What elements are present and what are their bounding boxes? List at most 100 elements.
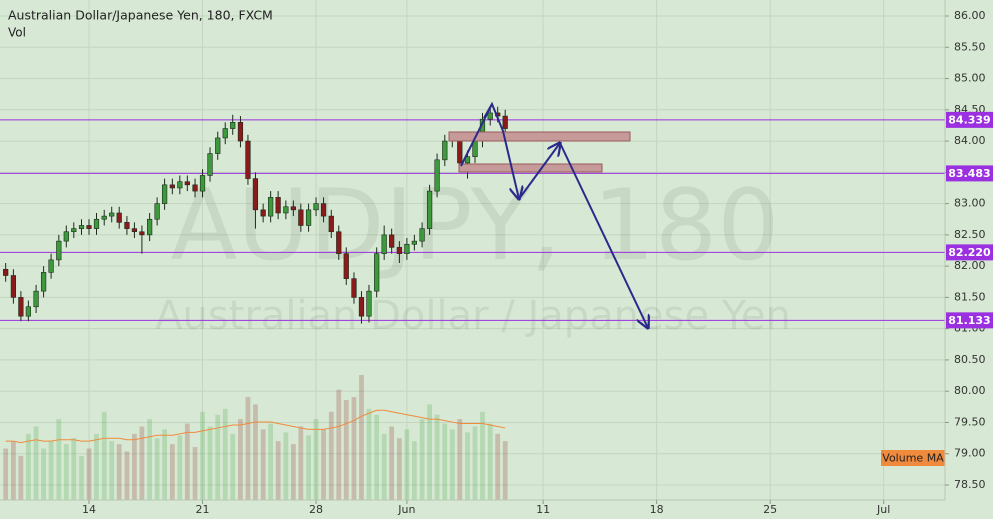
- candle-body: [48, 259, 54, 273]
- volume-bar: [419, 419, 425, 500]
- x-tick-label: 11: [536, 503, 550, 516]
- volume-bar: [502, 441, 508, 500]
- candle-body: [40, 272, 47, 292]
- price-level-badge: [946, 244, 993, 261]
- candle-body: [328, 215, 334, 233]
- x-tick-label: 21: [196, 503, 210, 516]
- candle-body: [63, 231, 69, 242]
- price-level-label: 82.220: [948, 246, 991, 259]
- candle-body: [161, 184, 168, 204]
- candle-body: [320, 203, 327, 217]
- volume-bar: [3, 448, 9, 500]
- candle-body: [351, 278, 357, 298]
- candle-body: [245, 140, 251, 179]
- chart-title: Australian Dollar/Japanese Yen, 180, FXC…: [8, 8, 273, 23]
- candle-body: [290, 206, 296, 211]
- candle-body: [215, 137, 221, 154]
- candle-body: [3, 268, 9, 276]
- candle-body: [487, 112, 493, 120]
- arrow: [460, 101, 519, 199]
- candle-body: [298, 209, 304, 226]
- volume-bar: [465, 432, 470, 500]
- volume-bar: [290, 444, 296, 500]
- volume-bar: [169, 444, 175, 500]
- candle-body: [336, 231, 342, 254]
- candle-body: [396, 247, 403, 254]
- volume-bar: [366, 408, 372, 500]
- y-tick-label: 82.00: [954, 259, 986, 272]
- candle-body: [169, 184, 175, 189]
- arrow: [559, 142, 648, 328]
- volume-bar: [101, 411, 107, 500]
- candle-body: [457, 137, 463, 164]
- volume-bar: [411, 441, 417, 500]
- y-tick-label: 80.00: [954, 384, 986, 397]
- zone-rect: [448, 131, 631, 142]
- x-tick-label: 14: [82, 503, 96, 516]
- y-tick-label: 85.00: [954, 72, 986, 85]
- candle-body: [78, 225, 85, 229]
- volume-bar: [480, 411, 485, 500]
- candle-body: [192, 184, 198, 192]
- candle-body: [199, 175, 206, 192]
- volume-bar: [268, 423, 274, 500]
- volume-ma-badge: [881, 450, 945, 466]
- watermark: AUDJPY, 180: [170, 169, 779, 283]
- volume-bar: [11, 441, 16, 500]
- candle-body: [252, 178, 259, 211]
- volume-bar: [18, 455, 24, 500]
- volume-bar: [215, 414, 221, 500]
- volume-bar: [132, 433, 137, 500]
- volume-bar: [33, 426, 39, 500]
- volume-bar: [222, 408, 228, 500]
- volume-bar: [351, 397, 357, 500]
- volume-bar: [427, 404, 432, 500]
- volume-bar: [328, 411, 334, 500]
- y-tick-label: 78.50: [954, 478, 986, 491]
- candle-body: [124, 222, 130, 229]
- candle-body: [93, 218, 100, 229]
- candle-body: [116, 212, 122, 223]
- y-tick-label: 84.00: [954, 134, 986, 147]
- candle-body: [434, 159, 440, 192]
- volume-bar: [184, 423, 190, 500]
- candle-body: [177, 181, 183, 189]
- y-tick-label: 79.00: [954, 447, 986, 460]
- candle-body: [381, 234, 387, 254]
- volume-bar: [275, 441, 281, 500]
- candle-body: [10, 275, 17, 298]
- volume-bar: [283, 432, 289, 500]
- volume-bar: [389, 426, 395, 500]
- volume-bar: [86, 448, 92, 500]
- volume-bar: [48, 441, 54, 500]
- volume-bar: [41, 448, 46, 500]
- volume-bar: [192, 447, 198, 500]
- volume-bar: [245, 397, 251, 500]
- volume-ma-label: Volume MA: [882, 452, 944, 465]
- candle-body: [343, 253, 349, 279]
- candle-body: [313, 203, 319, 211]
- volume-bar: [298, 426, 304, 500]
- volume-bar: [109, 441, 115, 500]
- candle-body: [502, 115, 508, 129]
- x-tick-label: 18: [650, 503, 664, 516]
- volume-bar: [116, 444, 122, 500]
- volume-bar: [260, 429, 266, 500]
- volume-bar: [230, 433, 236, 500]
- volume-bar: [94, 433, 99, 500]
- price-level-badge: [946, 111, 993, 128]
- y-tick-label: 80.50: [954, 353, 986, 366]
- candle-body: [25, 306, 31, 317]
- volume-bar: [374, 414, 380, 500]
- candle-body: [419, 228, 425, 242]
- candle-body: [305, 209, 312, 226]
- volume-bar: [154, 438, 160, 500]
- volume-bar: [177, 435, 183, 500]
- horizontal-lines: [0, 119, 945, 321]
- volume-bar: [63, 444, 69, 500]
- volume-bar: [487, 423, 493, 500]
- axes: 78.5079.0079.5080.0080.5081.0081.5082.00…: [82, 9, 993, 516]
- candle-body: [426, 190, 433, 229]
- candle-body: [404, 243, 410, 254]
